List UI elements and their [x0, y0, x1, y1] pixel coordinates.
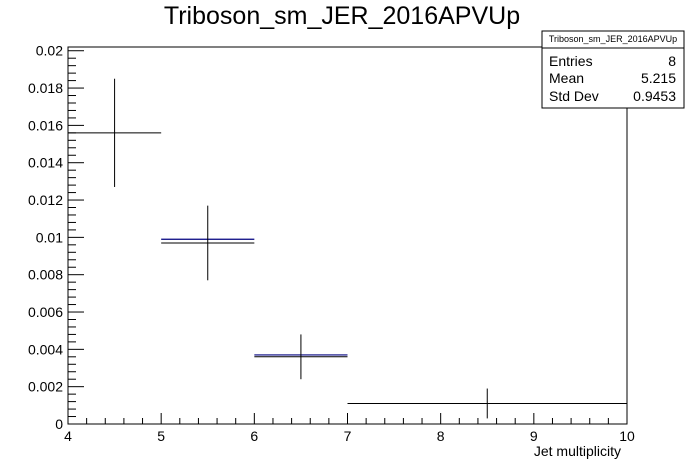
axes: 4 5 6 7 8 9 10 00.0020.0040.0060.0080.010.0120… — [28, 43, 635, 444]
stats-std-label: Std Dev — [549, 88, 599, 104]
y-tick-label: 0.014 — [28, 155, 63, 171]
y-tick-label: 0.012 — [28, 192, 63, 208]
stats-box-frame — [541, 30, 685, 109]
y-tick-label: 0.016 — [28, 117, 63, 133]
stats-box-title: Triboson_sm_JER_2016APVUp — [549, 34, 677, 44]
data-point — [347, 388, 627, 419]
y-tick-label: 0.018 — [28, 80, 63, 96]
stats-box: Triboson_sm_JER_2016APVUp Entries 8 Mean… — [541, 30, 685, 109]
x-tick-label: 6 — [250, 428, 258, 444]
stats-entries-value: 8 — [668, 53, 676, 69]
x-axis-tick-labels: 4 5 6 7 8 9 10 — [64, 428, 635, 444]
x-tick-label: 8 — [437, 428, 445, 444]
y-tick-label: 0.004 — [28, 341, 63, 357]
y-tick-label: 0.006 — [28, 304, 63, 320]
stats-mean-value: 5.215 — [641, 70, 676, 86]
y-tick-label: 0.002 — [28, 379, 63, 395]
y-tick-label: 0.008 — [28, 267, 63, 283]
y-tick-label: 0.01 — [36, 229, 63, 245]
stats-mean-label: Mean — [549, 70, 584, 86]
data-series — [68, 78, 627, 419]
x-axis-title: Jet multiplicity — [534, 443, 621, 459]
stats-std-value: 0.9453 — [633, 88, 676, 104]
x-tick-label: 10 — [619, 428, 635, 444]
x-axis-ticks — [67, 413, 628, 424]
x-tick-label: 9 — [530, 428, 538, 444]
x-tick-label: 5 — [157, 428, 165, 444]
stats-entries-label: Entries — [549, 53, 593, 69]
x-tick-label: 4 — [64, 428, 72, 444]
data-point — [254, 334, 348, 380]
chart-title: Triboson_sm_JER_2016APVUp — [164, 2, 520, 30]
data-point — [68, 78, 162, 187]
data-point — [161, 205, 255, 281]
y-tick-label: 0.02 — [36, 43, 63, 59]
x-tick-label: 7 — [344, 428, 352, 444]
y-axis-ticks — [68, 50, 84, 425]
y-axis-tick-labels: 0 0.002 0.004 0.006 0.008 0.01 0.012 0.014 0.016… — [28, 43, 63, 432]
y-tick-label: 0 — [55, 416, 63, 432]
overlay-series — [161, 238, 348, 356]
